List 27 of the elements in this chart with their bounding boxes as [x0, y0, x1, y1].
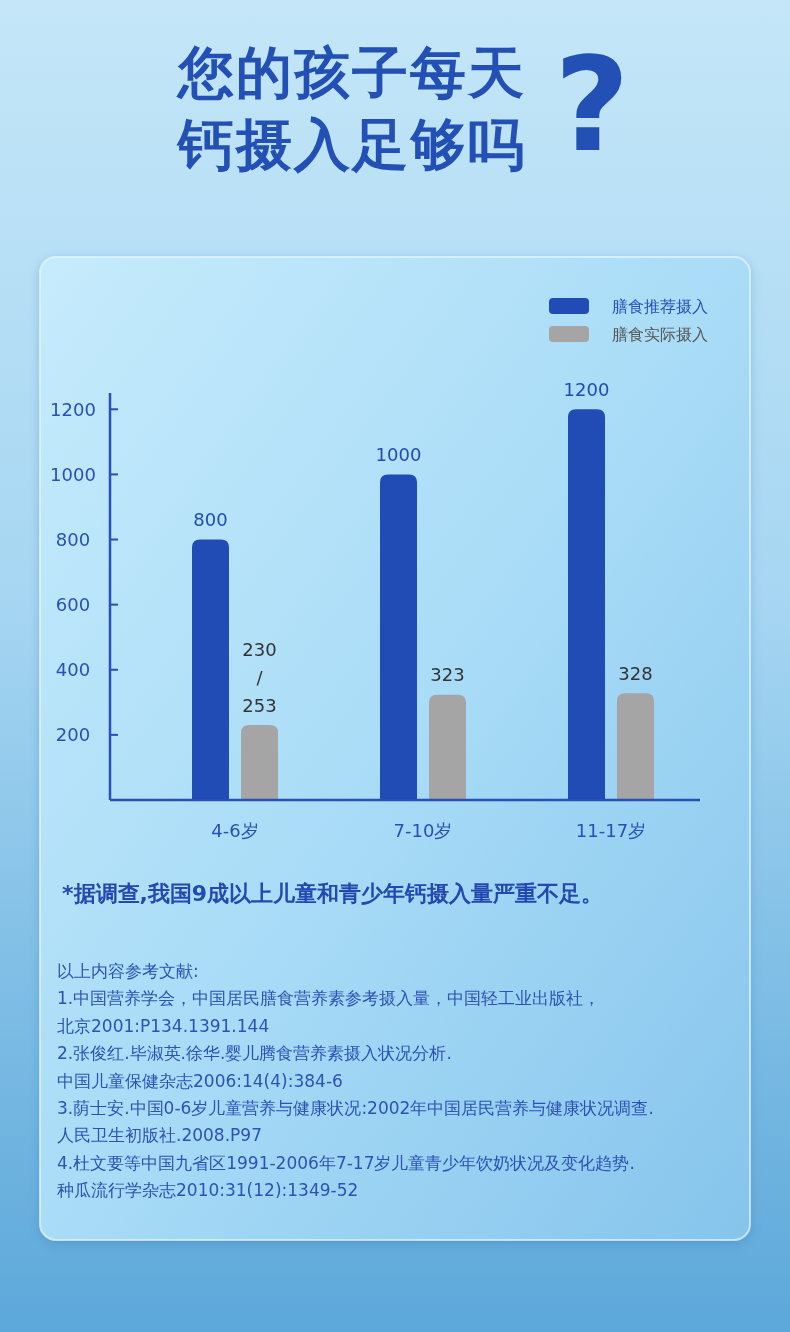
- y-tick-label: 600: [55, 594, 91, 616]
- x-tick-label: 7-10岁: [393, 819, 453, 841]
- legend-label: 膳食实际摄入: [612, 324, 708, 344]
- text: 以上内容参考文献:: [57, 961, 199, 981]
- text: 3.荫士安.中国0-6岁儿童营养与健康状况:2002年中国居民营养与健康状况调查.: [57, 1098, 654, 1118]
- text: 4.杜文要等中国九省区1991-2006年7-17岁儿童青少年饮奶状况及变化趋势.: [57, 1152, 635, 1173]
- x-tick-label: 4-6岁: [211, 819, 259, 841]
- y-tick-label: 200: [55, 724, 91, 746]
- x-tick-label: 11-17岁: [575, 819, 647, 841]
- text: 人民卫生初版社.2008.P97: [57, 1125, 262, 1146]
- text: 种瓜流行学杂志2010:31(12):1349-52: [57, 1180, 359, 1201]
- data-label: 230 / 253: [242, 638, 277, 716]
- data-label: 1200: [563, 378, 610, 400]
- y-tick-label: 1000: [50, 463, 96, 485]
- data-label: 323: [430, 664, 465, 686]
- data-label: 328: [618, 662, 653, 684]
- data-label: 800: [193, 509, 228, 531]
- text: *据调查,我国9成以上儿童和青少年钙摄入量严重不足。: [62, 880, 604, 906]
- y-tick-label: 1200: [50, 398, 96, 420]
- text: 中国儿童保健杂志2006:14(4):384-6: [57, 1070, 343, 1091]
- y-tick-label: 800: [55, 529, 91, 551]
- y-tick-label: 400: [55, 659, 91, 681]
- text: 1.中国营养学会，中国居民膳食营养素参考摄入量，中国轻工业出版社，: [57, 988, 601, 1009]
- text: 2.张俊红.毕淑英.徐华.婴儿腾食营养素摄入状况分析.: [57, 1043, 452, 1064]
- data-label: 1000: [375, 443, 422, 465]
- legend-label: 膳食推荐摄入: [612, 296, 708, 316]
- text: 北京2001:P134.1391.144: [57, 1015, 270, 1036]
